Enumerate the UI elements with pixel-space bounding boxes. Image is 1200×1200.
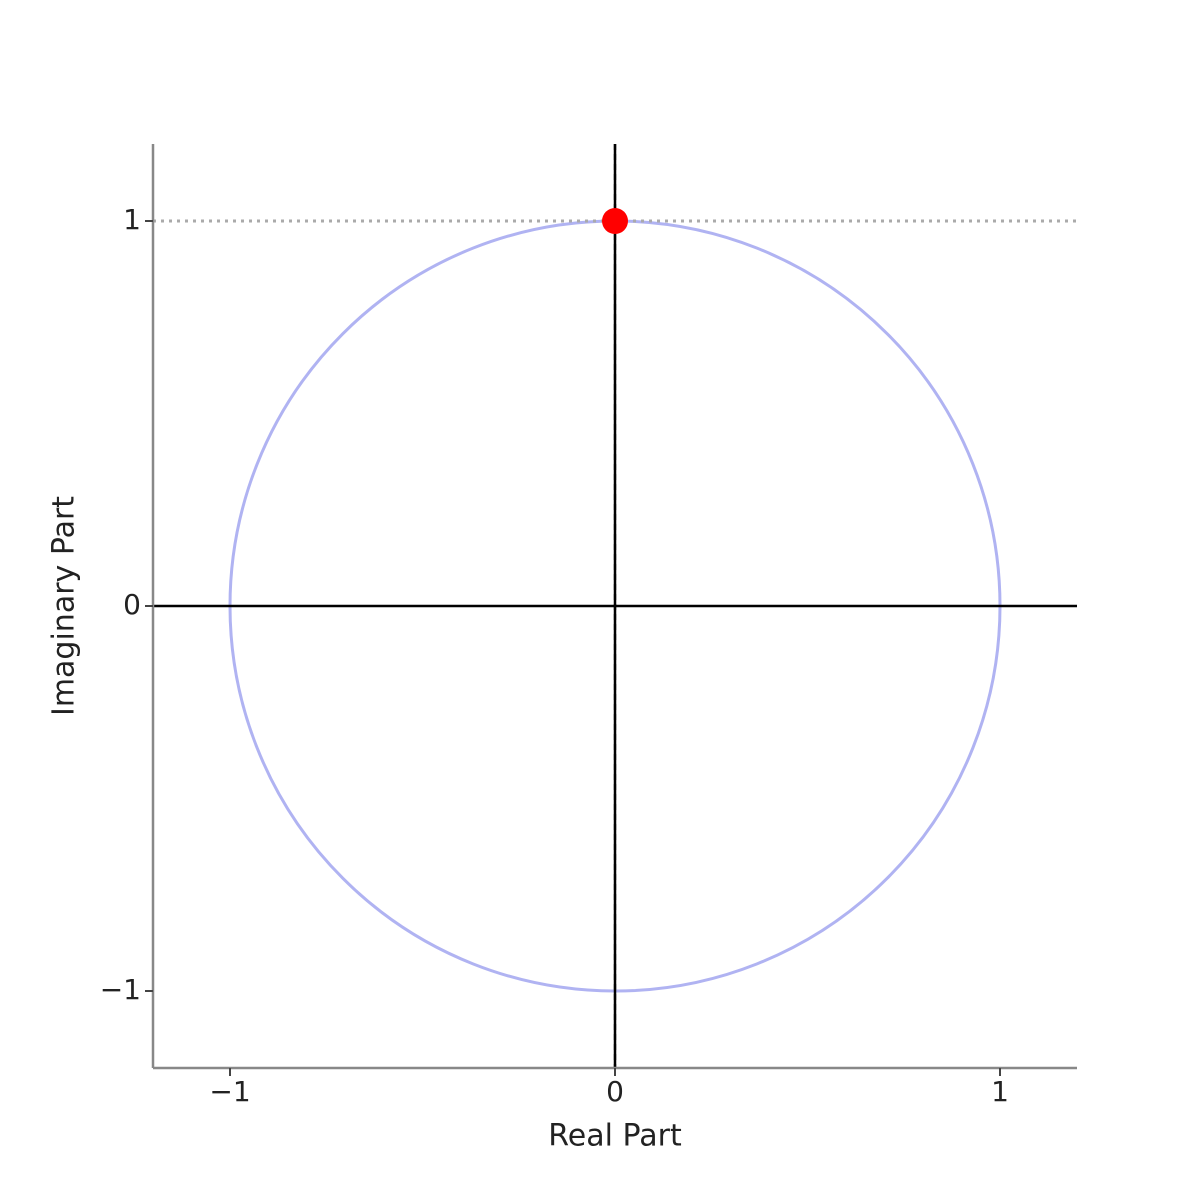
y-tick-label: −1 — [100, 973, 141, 1006]
x-axis-label: Real Part — [548, 1119, 682, 1154]
x-tick-label: −1 — [209, 1075, 250, 1108]
x-tick-label: 0 — [606, 1075, 624, 1108]
y-tick-label: 1 — [123, 203, 141, 236]
y-axis-label: Imaginary Part — [47, 496, 82, 716]
y-tick-label: 0 — [123, 588, 141, 621]
x-tick-label: 1 — [991, 1075, 1009, 1108]
point — [602, 208, 628, 234]
